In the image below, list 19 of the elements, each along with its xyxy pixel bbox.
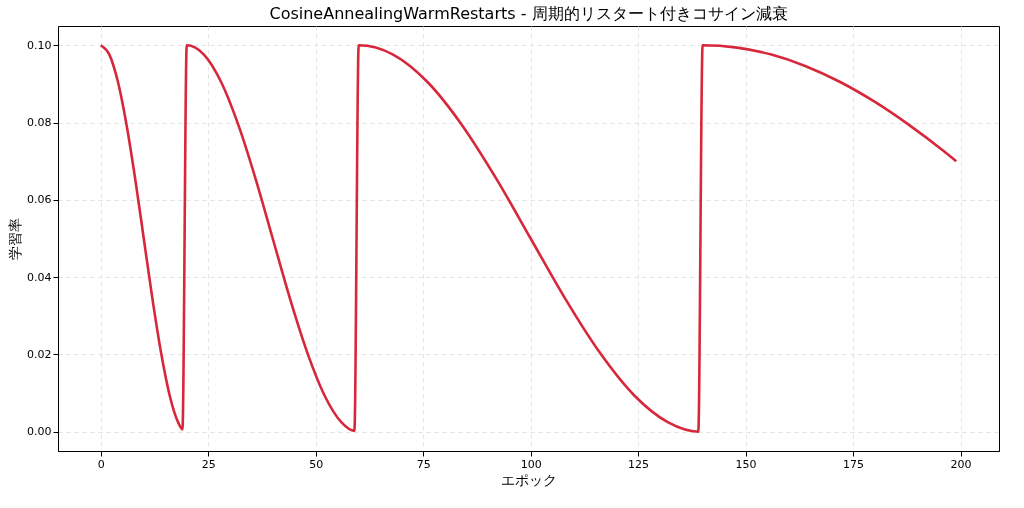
y-tick-label: 0.04 <box>27 270 52 284</box>
y-tick-label: 0.10 <box>27 38 52 52</box>
x-tick-label: 125 <box>628 457 650 471</box>
line-series <box>99 44 958 433</box>
x-tick-label: 75 <box>416 457 431 471</box>
y-tick-label: 0.02 <box>27 347 52 361</box>
x-axis-title: エポック <box>501 471 557 488</box>
x-tick-label: 0 <box>97 457 105 471</box>
y-tick-label: 0.06 <box>27 193 52 207</box>
x-tick-label: 25 <box>201 457 216 471</box>
x-tick-label: 50 <box>309 457 324 471</box>
x-tick-label: 150 <box>735 457 757 471</box>
y-tick-label: 0.00 <box>27 425 52 439</box>
y-axis-title: 学習率 <box>7 218 24 260</box>
chart-title: CosineAnnealingWarmRestarts - 周期的リスタート付きコサイン減衰 <box>269 4 788 23</box>
y-tick-label: 0.08 <box>27 116 52 130</box>
x-tick-label: 200 <box>950 457 972 471</box>
x-tick-label: 175 <box>843 457 865 471</box>
x-tick-label: 100 <box>520 457 542 471</box>
